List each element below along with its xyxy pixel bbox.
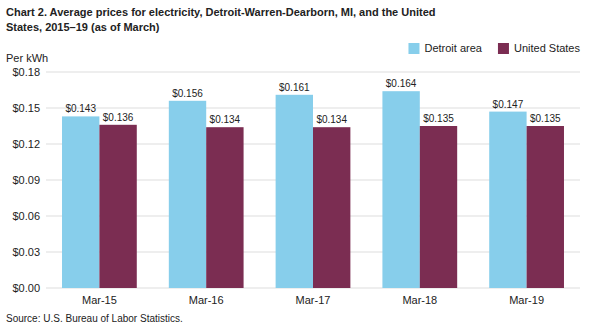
y-tick-label: $0.09 [12,174,40,186]
x-tick-label: Mar-15 [82,294,117,306]
grid [46,72,580,288]
title: Chart 2. Average prices for electricity,… [6,6,436,18]
x-tick-label: Mar-16 [189,294,224,306]
y-tick-label: $0.06 [12,210,40,222]
chart: Chart 2. Average prices for electricity,… [0,0,590,330]
data-label: $0.134 [210,114,241,125]
data-label: $0.164 [386,78,417,89]
bar [62,116,99,288]
y-tick-label: $0.12 [12,138,40,150]
data-label: $0.143 [65,103,96,114]
x-tick-label: Mar-19 [509,294,544,306]
legend-swatch [498,43,509,54]
bar [169,101,206,288]
data-label: $0.136 [103,112,134,123]
legend: United States Detroit area [408,42,580,54]
data-labels: $0.143 $0.156 $0.161 $0.164 $0.147 $0.136 $0.1… [65,78,561,125]
bar [420,126,457,288]
data-label: $0.135 [423,113,454,124]
subtitle: States, 2015–19 (as of March) [6,21,160,33]
y-axis-label: Per kWh [6,52,48,64]
bar [527,126,564,288]
bar [313,127,350,288]
bars [62,91,564,288]
legend-label: Detroit area [424,42,482,54]
data-label: $0.156 [172,88,203,99]
legend-label: United States [514,42,581,54]
y-tick-label: $0.00 [12,282,40,294]
data-label: $0.147 [493,99,524,110]
legend-swatch [408,43,419,54]
data-label: $0.161 [279,82,310,93]
x-tick-label: Mar-18 [402,294,437,306]
y-tick-label: $0.03 [12,246,40,258]
grid-line [46,72,580,73]
data-label: $0.135 [530,113,561,124]
y-tick-label: $0.15 [12,102,40,114]
bar [206,127,243,288]
bar [382,91,419,288]
bar [276,95,313,288]
bar [99,125,136,288]
y-tick-label: $0.18 [12,66,40,78]
source-note: Source: U.S. Bureau of Labor Statistics. [6,313,183,324]
bar [489,112,526,288]
x-tick-label: Mar-17 [296,294,331,306]
data-label: $0.134 [316,114,347,125]
